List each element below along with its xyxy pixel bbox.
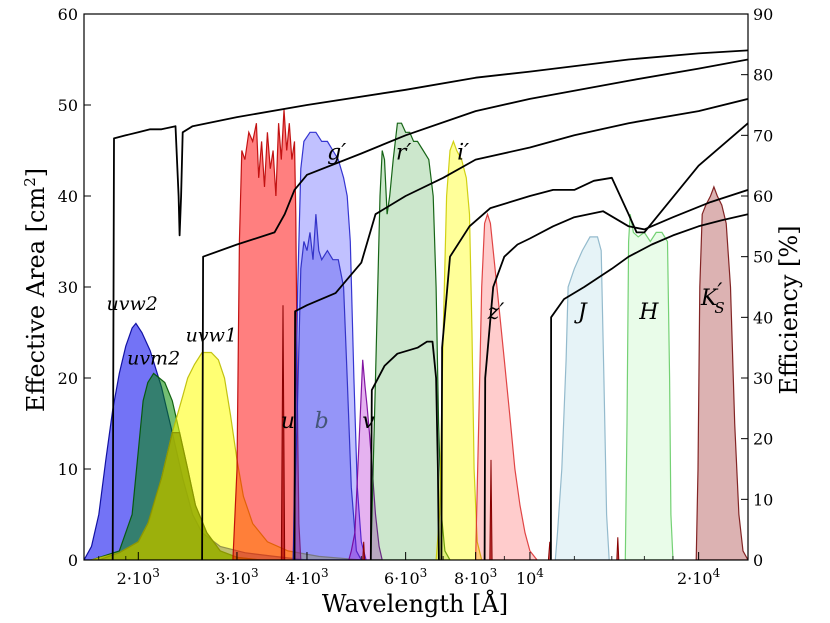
efficiency-curve-2 xyxy=(201,58,748,560)
efficiency-curve-7 xyxy=(550,213,748,560)
efficiency-curves xyxy=(111,49,748,560)
band-label-i-prime: i′ xyxy=(457,141,469,166)
spike-14300 xyxy=(616,537,620,560)
y-axis-right-title-group: Efficiency [%] xyxy=(775,225,803,394)
x-tick-label: 3·103 xyxy=(215,566,258,588)
filter-g-prime-area xyxy=(292,131,367,560)
x-tick-label: 104 xyxy=(516,566,544,588)
y-left-title-sup: 2 xyxy=(21,177,39,187)
y-left-title-close: ] xyxy=(22,168,50,177)
x-tick-label: 2·104 xyxy=(677,566,721,588)
filter-J-area xyxy=(554,236,610,560)
band-label-u: u xyxy=(281,409,295,434)
band-label-uvm2: uvm2 xyxy=(127,347,180,369)
band-label-H: H xyxy=(638,300,659,325)
efficiency-curve-1 xyxy=(111,49,748,560)
filter-olive-overlap-area xyxy=(98,432,261,560)
y-left-tick-label: 50 xyxy=(58,96,78,115)
filter-areas xyxy=(84,109,748,560)
y-right-tick-label: 90 xyxy=(753,5,773,24)
filter-b-area xyxy=(292,214,362,560)
spike-8500 xyxy=(489,459,493,560)
y-left-tick-label: 60 xyxy=(58,5,78,24)
filter-r-prime-area xyxy=(370,122,451,560)
x-tick-label: 8·103 xyxy=(454,566,497,588)
y-right-tick-label: 70 xyxy=(753,126,773,145)
band-label-r-prime: r′ xyxy=(396,141,412,166)
band-label-v: v xyxy=(362,409,375,434)
filter-u-area xyxy=(232,109,302,560)
y-axis-right-title: Efficiency [%] xyxy=(775,225,803,394)
y-left-tick-label: 0 xyxy=(68,551,78,570)
y-right-tick-label: 0 xyxy=(753,551,763,570)
band-label-J: J xyxy=(574,300,588,325)
x-tick-label: 6·103 xyxy=(384,566,427,588)
band-label-g-prime: g′ xyxy=(327,141,346,166)
band-label-z-prime: z′ xyxy=(487,300,505,325)
y-right-tick-label: 20 xyxy=(753,430,773,449)
y-right-tick-label: 60 xyxy=(753,187,773,206)
y-right-tick-label: 80 xyxy=(753,66,773,85)
y-left-title-main: Effective Area [cm xyxy=(22,187,50,413)
y-left-tick-label: 20 xyxy=(58,369,78,388)
band-label-b: b xyxy=(315,409,329,434)
band-labels: uvw2 uvm2 uvw1 u b g′ v r′ i′ z′ J H K′ S xyxy=(106,141,724,434)
spike-3600 xyxy=(280,305,286,560)
y-right-tick-label: 10 xyxy=(753,490,773,509)
efficiency-curve-5 xyxy=(369,340,440,560)
y-left-tick-label: 10 xyxy=(58,460,78,479)
y-right-tick-label: 30 xyxy=(753,369,773,388)
efficiency-curve-3 xyxy=(293,98,748,560)
y-axis-left-title: Effective Area [cm2] xyxy=(21,168,50,412)
filter-v-area xyxy=(348,359,383,560)
filter-H-area xyxy=(624,214,674,560)
y-right-tick-label: 40 xyxy=(753,308,773,327)
filter-KS-prime-area xyxy=(695,185,748,560)
spike-5050 xyxy=(362,541,366,560)
filter-spikes xyxy=(280,305,620,560)
band-label-KS-prime: K′ S xyxy=(700,280,725,317)
band-label-uvw1: uvw1 xyxy=(186,325,237,347)
efficiency-curve-6 xyxy=(483,189,748,560)
efficiency-curve-4 xyxy=(440,122,748,560)
x-tick-label: 4·103 xyxy=(285,566,328,588)
y-left-tick-label: 30 xyxy=(58,278,78,297)
axis-ticks: 0 10 20 30 40 50 60 0 10 20 30 40 50 60 70 80 90 2·103 3·1… xyxy=(58,5,774,588)
y-axis-left-title-group: Effective Area [cm2] xyxy=(21,168,50,412)
band-label-uvw2: uvw2 xyxy=(106,293,157,315)
x-tick-label: 2·103 xyxy=(117,566,160,588)
y-right-tick-label: 50 xyxy=(753,248,773,267)
y-left-tick-label: 40 xyxy=(58,187,78,206)
x-axis-title: Wavelength [Å] xyxy=(322,589,508,618)
